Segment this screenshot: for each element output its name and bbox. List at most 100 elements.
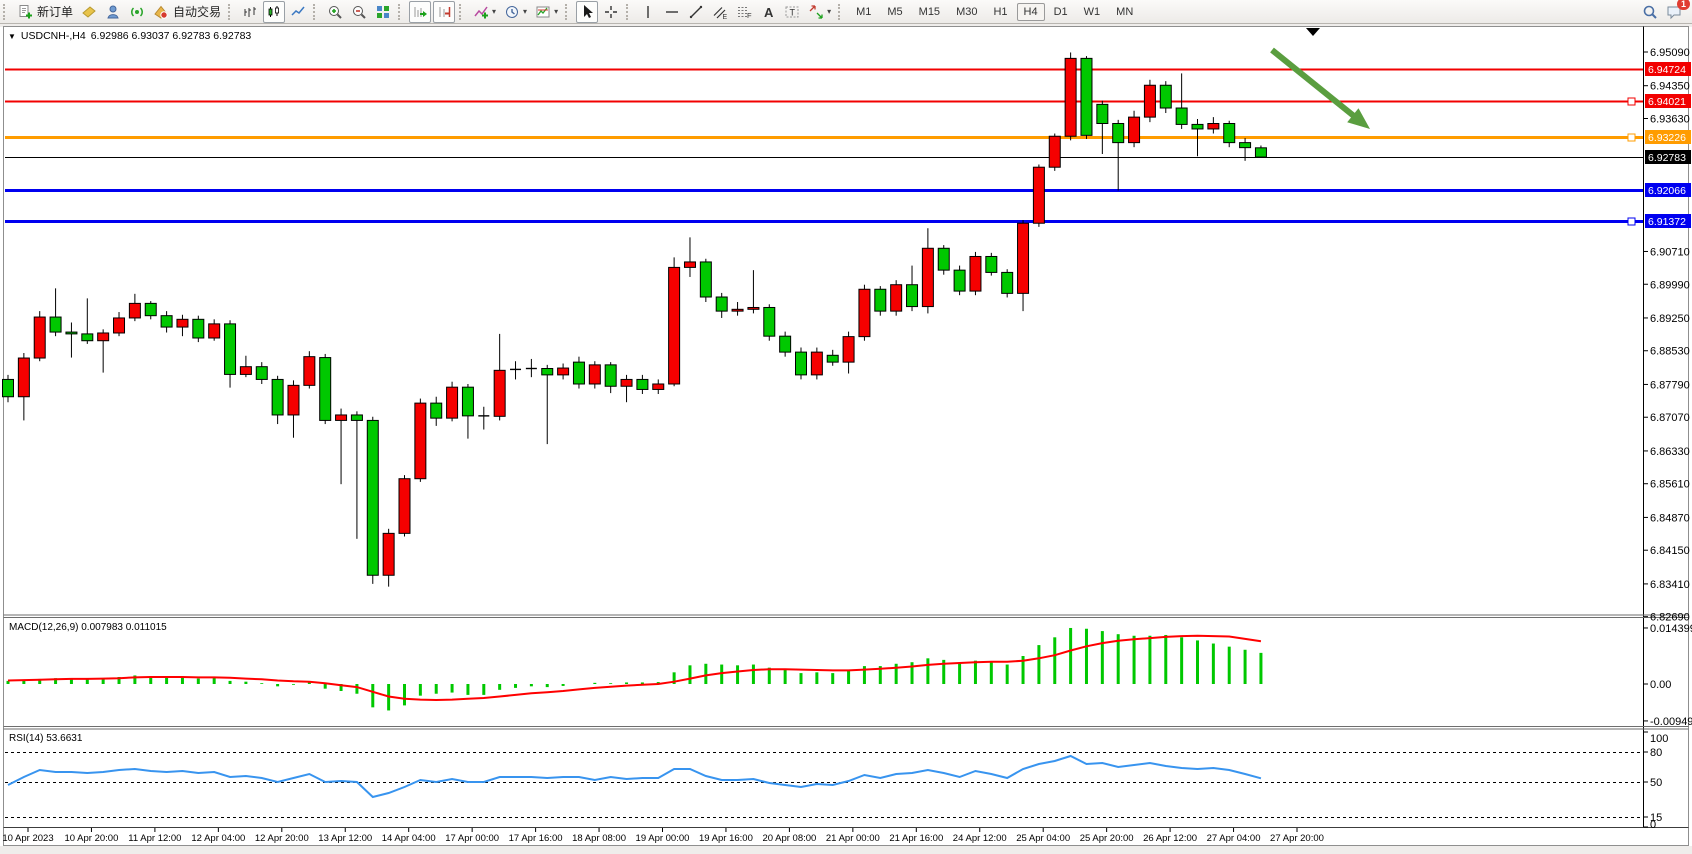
symbol-name: USDCNH-,H4: [20, 30, 86, 42]
horizontal-line-icon: [664, 4, 680, 20]
timeframe-button-h4[interactable]: H4: [1016, 2, 1045, 21]
price-badge-label: 6.93226: [1648, 132, 1686, 144]
price-badge: [1645, 130, 1691, 144]
time-tick-label: 10 Apr 20:00: [65, 833, 119, 844]
macd-scale-label: 0.00: [1650, 679, 1671, 691]
autotrade-icon: [153, 4, 169, 20]
search-button[interactable]: [1639, 1, 1661, 23]
templates-caret-icon[interactable]: ▾: [554, 7, 559, 16]
bar-marker-triangle: [1306, 28, 1320, 36]
arrows-button[interactable]: ▾: [805, 1, 834, 23]
trend-arrow-head: [1347, 108, 1370, 129]
symbol-ohlc: 6.92986 6.93037 6.92783 6.92783: [90, 30, 252, 42]
trend-arrow[interactable]: [1270, 47, 1361, 123]
time-tick-label: 19 Apr 16:00: [699, 833, 753, 844]
fibonacci-button[interactable]: F: [733, 1, 755, 23]
candle-chart-button[interactable]: [263, 0, 286, 23]
timeframe-button-h1[interactable]: H1: [993, 5, 1008, 18]
time-tick-label: 21 Apr 16:00: [889, 833, 943, 844]
timeframe-button-mn[interactable]: MN: [1116, 5, 1134, 18]
macd-indicator-label: MACD(12,26,9) 0.007983 0.011015: [9, 622, 167, 633]
text-button[interactable]: A: [757, 1, 779, 23]
time-tick-label: 27 Apr 20:00: [1270, 833, 1324, 844]
vertical-line-button[interactable]: [637, 1, 659, 23]
price-tick-label: 6.89990: [1650, 279, 1690, 291]
equidistant-channel-button[interactable]: E: [709, 1, 731, 23]
crosshair-icon: [603, 4, 619, 20]
timeframe-button-d1[interactable]: D1: [1053, 5, 1068, 18]
toolbar-grip: [838, 3, 844, 20]
timeframe-button-m15[interactable]: M15: [918, 5, 941, 18]
periods-icon: [504, 4, 520, 20]
toolbar-grip: [565, 3, 571, 20]
new-order-button[interactable]: 新订单: [14, 1, 76, 23]
toolbar-grip: [626, 3, 632, 20]
bar-chart-button[interactable]: [239, 1, 261, 23]
rsi-scale-label: 100: [1650, 733, 1668, 745]
price-tick-label: 6.82690: [1650, 612, 1690, 624]
toolbar-grip: [313, 3, 319, 20]
rsi-scale-label: 15: [1650, 812, 1662, 824]
tile-windows-button[interactable]: [372, 1, 394, 23]
indicators-button[interactable]: ▾: [470, 1, 499, 23]
chart-shift-button[interactable]: [433, 0, 456, 23]
indicators-icon: [473, 4, 489, 20]
time-tick-label: 24 Apr 12:00: [953, 833, 1007, 844]
time-tick-label: 17 Apr 00:00: [445, 833, 499, 844]
signal-icon: [129, 4, 145, 20]
hline-handle[interactable]: [1627, 133, 1636, 142]
equidistant-channel-icon: E: [712, 4, 728, 20]
arrows-caret-icon[interactable]: ▾: [827, 7, 832, 16]
horizontal-line-button[interactable]: [661, 1, 683, 23]
chart-window-frame: [3, 26, 1689, 846]
symbol-dropdown-icon[interactable]: ▼: [8, 31, 16, 41]
annotations: [1270, 28, 1370, 129]
periods-caret-icon[interactable]: ▾: [523, 7, 528, 16]
timeframe-button-m5[interactable]: M5: [887, 5, 903, 18]
signal-button[interactable]: [126, 1, 148, 23]
hline-handle[interactable]: [1627, 97, 1636, 106]
rsi-indicator-label: RSI(14) 53.6631: [9, 733, 83, 744]
profile-button[interactable]: [102, 1, 124, 23]
templates-button[interactable]: ▾: [532, 1, 561, 23]
zoom-out-icon: [351, 4, 367, 20]
rsi-scale-label: 80: [1650, 747, 1662, 759]
auto-scroll-button[interactable]: [409, 0, 432, 23]
trend-line-button[interactable]: [685, 1, 707, 23]
tile-windows-icon: [375, 4, 391, 20]
crosshair-button[interactable]: [600, 1, 622, 23]
price-tick-label: 6.87070: [1650, 412, 1690, 424]
price-badge: [1645, 214, 1691, 228]
time-tick-label: 13 Apr 12:00: [318, 833, 372, 844]
chat-button[interactable]: 1: [1663, 0, 1690, 23]
timeframe-button-w1[interactable]: W1: [1083, 5, 1101, 18]
text-label-button[interactable]: T: [781, 1, 803, 23]
timeframe-button-m30[interactable]: M30: [956, 5, 978, 18]
price-tick-label: 6.94350: [1650, 81, 1690, 93]
indicators-caret-icon[interactable]: ▾: [492, 7, 497, 16]
chart-title-bar[interactable]: ▼ USDCNH-,H4 6.92986 6.93037 6.92783 6.9…: [8, 30, 251, 42]
price-tick-label: 6.90710: [1650, 246, 1690, 258]
price-tick-label: 6.84870: [1650, 512, 1690, 524]
svg-text:F: F: [747, 11, 752, 20]
line-chart-button[interactable]: [287, 1, 309, 23]
periods-button[interactable]: ▾: [501, 1, 530, 23]
cursor-button[interactable]: [576, 0, 599, 23]
ticket-icon: [81, 4, 97, 20]
ticket-button[interactable]: [78, 1, 100, 23]
timeframe-button-m1[interactable]: M1: [856, 5, 872, 18]
arrows-icon: [808, 4, 824, 20]
price-badge: [1645, 150, 1691, 164]
price-tick-label: 6.86330: [1650, 446, 1690, 458]
macd-scale-label: 0.014399: [1650, 623, 1692, 635]
macd-panel: [6, 627, 1263, 711]
zoom-out-button[interactable]: [348, 1, 370, 23]
rsi-scale-label: 0: [1650, 819, 1656, 831]
rsi-panel: [5, 752, 1643, 818]
zoom-in-button[interactable]: [324, 1, 346, 23]
hline-handle[interactable]: [1627, 217, 1636, 226]
autotrade-button[interactable]: 自动交易: [150, 1, 224, 23]
